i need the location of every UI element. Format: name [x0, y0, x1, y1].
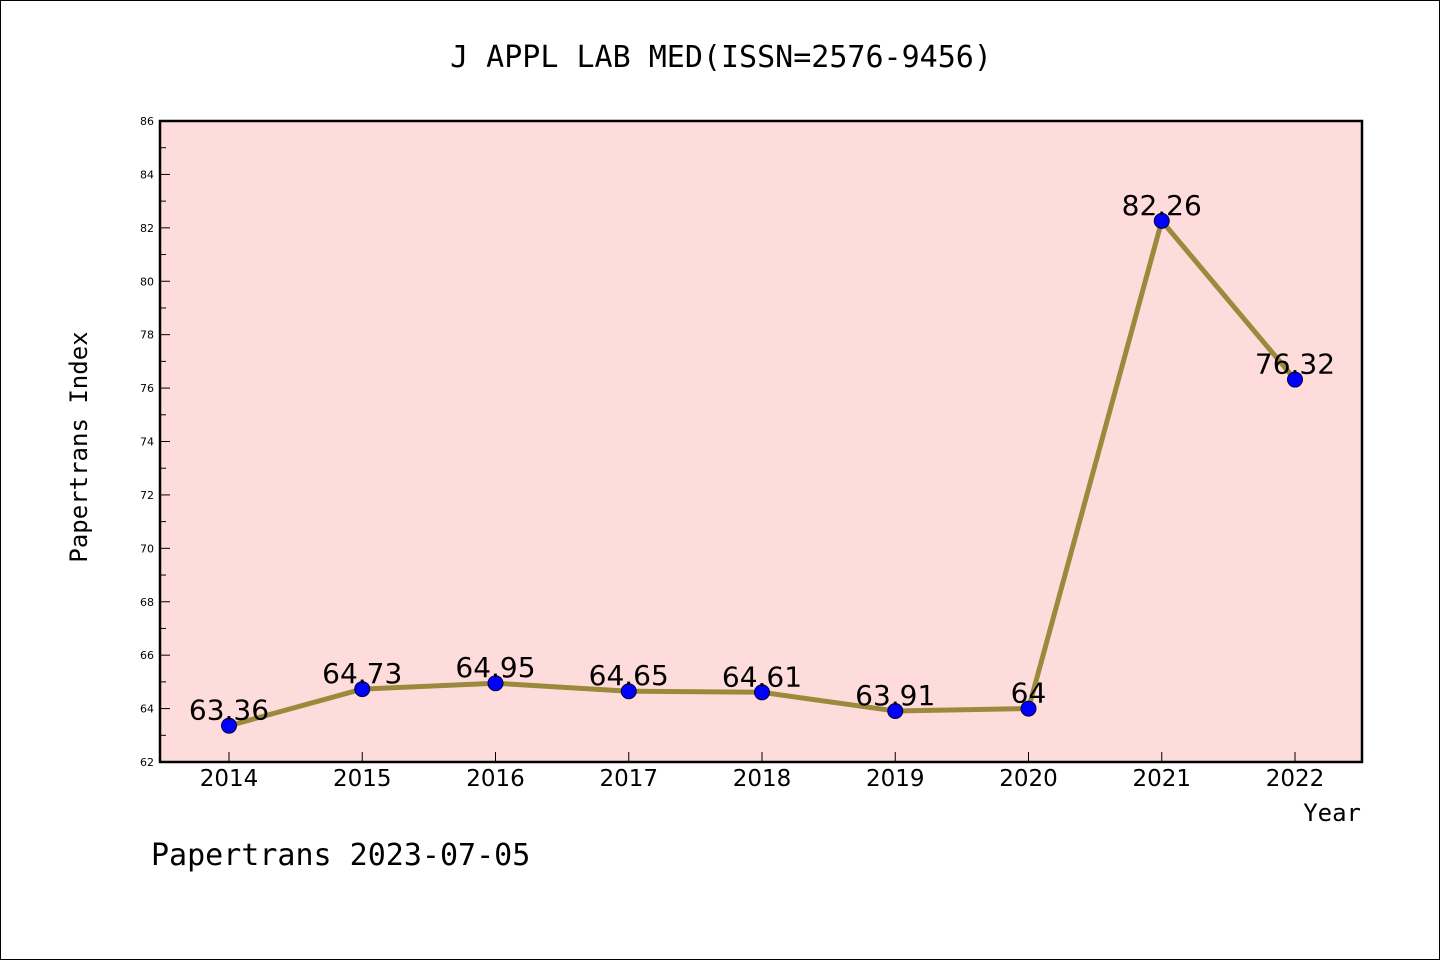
data-points	[221, 212, 1303, 734]
x-tick-label-2015: 2015	[333, 766, 392, 792]
data-label-2019: 63.91	[855, 679, 935, 712]
chart-title: J APPL LAB MED(ISSN=2576-9456)	[450, 40, 992, 75]
data-point-2015	[354, 681, 371, 698]
data-label-2018: 64.61	[722, 660, 802, 693]
y-tick-label-70: 70	[140, 542, 154, 555]
data-point-2019	[887, 702, 904, 719]
data-label-2020: 64	[1011, 677, 1047, 710]
data-point-2020	[1020, 700, 1037, 717]
x-tick-label-2021: 2021	[1132, 766, 1191, 792]
y-axis: 62 64 66 68 70 72 74 76 78 80 82 84 86	[140, 115, 170, 769]
data-labels: 63.36 64.73 64.95 64.65 64.61 63.91 64 82.26 76.…	[189, 189, 1335, 727]
data-point-2016	[487, 675, 504, 692]
data-point-2014	[221, 717, 237, 734]
y-tick-label-68: 68	[140, 596, 154, 609]
x-tick-label-2017: 2017	[599, 766, 658, 792]
x-axis: 2014 2015 2016 2017 2018 2019 2020 2021 2022	[200, 752, 1325, 792]
data-point-2018	[754, 684, 770, 701]
x-tick-label-2014: 2014	[200, 766, 259, 792]
data-label-2017: 64.65	[589, 659, 669, 692]
x-tick-label-2022: 2022	[1266, 766, 1325, 792]
x-tick-label-2019: 2019	[866, 766, 925, 792]
footer-credit: Papertrans 2023-07-05	[151, 838, 530, 873]
y-tick-label-80: 80	[140, 275, 154, 288]
data-label-2016: 64.95	[455, 651, 535, 684]
y-tick-label-84: 84	[140, 168, 154, 181]
x-axis-label: Year	[1303, 799, 1361, 827]
y-tick-label-82: 82	[140, 222, 154, 235]
data-point-2021	[1153, 212, 1170, 229]
y-axis-label: Papertrans Index	[65, 331, 93, 562]
y-tick-label-66: 66	[140, 649, 154, 662]
y-tick-label-64: 64	[140, 703, 154, 716]
plot-border	[158, 119, 1364, 764]
data-label-2014: 63.36	[189, 694, 269, 727]
data-point-2017	[620, 683, 637, 700]
y-tick-label-72: 72	[140, 489, 154, 502]
y-tick-label-76: 76	[140, 382, 154, 395]
data-label-2022: 76.32	[1255, 348, 1335, 381]
x-tick-label-2020: 2020	[999, 766, 1058, 792]
y-tick-label-78: 78	[140, 329, 154, 342]
y-tick-label-62: 62	[140, 756, 154, 769]
data-point-2022	[1287, 371, 1303, 388]
y-tick-label-86: 86	[140, 115, 154, 128]
x-tick-label-2016: 2016	[466, 766, 525, 792]
data-label-2015: 64.73	[322, 657, 402, 690]
y-tick-label-74: 74	[140, 436, 154, 449]
x-tick-label-2018: 2018	[733, 766, 792, 792]
data-label-2021: 82.26	[1122, 189, 1202, 222]
